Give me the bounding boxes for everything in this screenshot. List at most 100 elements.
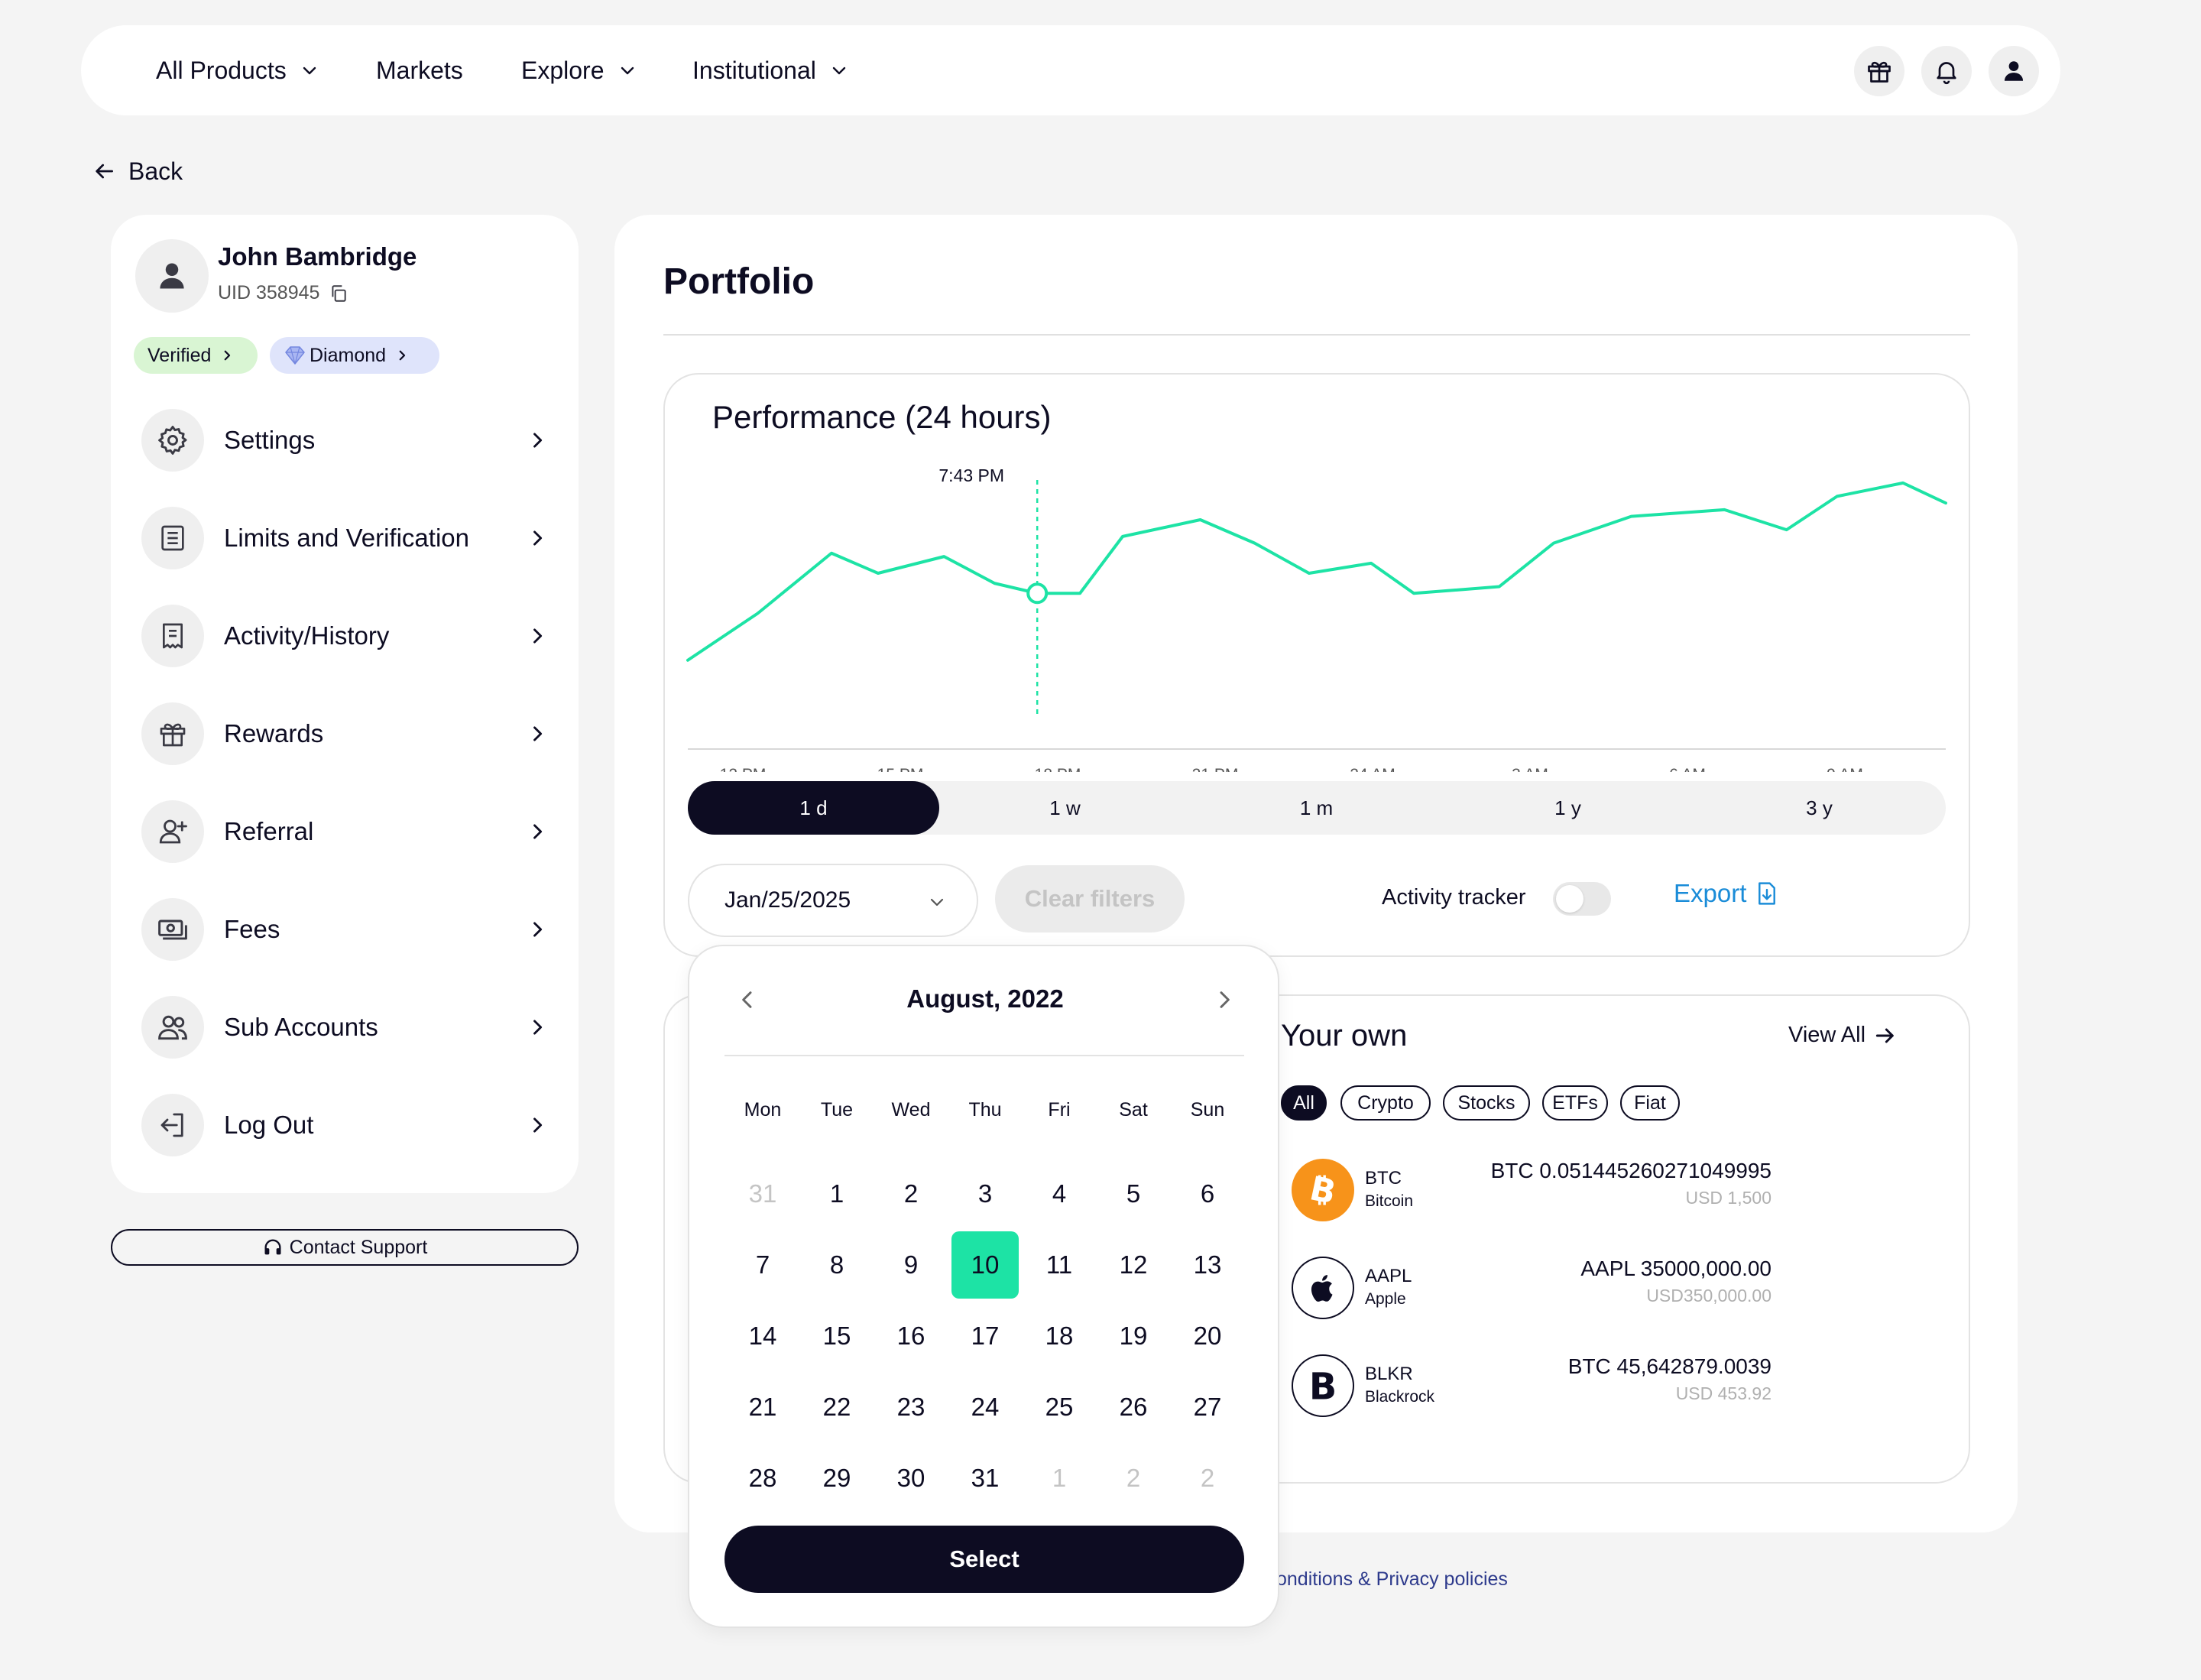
calendar-day[interactable]: 14	[748, 1322, 777, 1350]
calendar-day[interactable]: 8	[829, 1250, 844, 1279]
filter-stocks[interactable]: Stocks	[1443, 1085, 1530, 1121]
nav-all-products[interactable]: All Products	[156, 25, 319, 115]
calendar-day[interactable]: 18	[1045, 1322, 1074, 1350]
nav-markets[interactable]: Markets	[376, 25, 463, 115]
nav-explore[interactable]: Explore	[521, 25, 637, 115]
sidebar-item-settings[interactable]: Settings	[141, 409, 548, 472]
calendar-day[interactable]: 28	[748, 1464, 777, 1492]
calendar-day[interactable]: 31	[748, 1179, 777, 1208]
calendar-day[interactable]: 6	[1200, 1179, 1215, 1208]
back-link[interactable]: Back	[92, 153, 183, 190]
range-1w[interactable]: 1 w	[939, 781, 1191, 835]
diamond-icon	[285, 346, 305, 365]
asset-amount: BTC 0.051445260271049995	[1490, 1159, 1771, 1182]
select-date-button[interactable]: Select	[724, 1526, 1244, 1593]
calendar-day[interactable]: 2	[1200, 1464, 1215, 1492]
performance-chart[interactable]: 12 PM 15 PM 18 PM 21 PM 24 AM 3 AM 6 AM 9 AM 7:4…	[665, 375, 1972, 772]
range-1d[interactable]: 1 d	[688, 781, 939, 835]
chevron-right-icon	[1220, 991, 1230, 1008]
notifications-button[interactable]	[1921, 46, 1972, 96]
sidebar-item-referral[interactable]: Referral	[141, 800, 548, 863]
avatar[interactable]	[135, 239, 209, 313]
calendar-day[interactable]: 23	[896, 1393, 925, 1421]
range-1y[interactable]: 1 y	[1442, 781, 1694, 835]
calendar-day[interactable]: 15	[822, 1322, 851, 1350]
sidebar-item-limits[interactable]: Limits and Verification	[141, 507, 548, 569]
gift-button[interactable]	[1854, 46, 1904, 96]
user-uid-text: UID 358945	[218, 282, 320, 303]
calendar-day[interactable]: 16	[896, 1322, 925, 1350]
filter-crypto[interactable]: Crypto	[1340, 1085, 1431, 1121]
sidebar-item-rewards[interactable]: Rewards	[141, 702, 548, 765]
calendar-day[interactable]: 25	[1045, 1393, 1074, 1421]
filter-fiat[interactable]: Fiat	[1620, 1085, 1680, 1121]
sidebar-item-fees[interactable]: Fees	[141, 898, 548, 961]
calendar-day[interactable]: 1	[829, 1179, 844, 1208]
prev-month-button[interactable]	[732, 984, 763, 1015]
calendar-day[interactable]: 20	[1193, 1322, 1222, 1350]
profile-button[interactable]	[1989, 46, 2039, 96]
export-button[interactable]: Export	[1674, 879, 1778, 908]
user-icon	[160, 263, 184, 289]
range-label: 1 y	[1554, 796, 1581, 819]
calendar-day[interactable]: 3	[977, 1179, 993, 1208]
terms-privacy-link[interactable]: onditions & Privacy policies	[1276, 1568, 1508, 1590]
calendar-day[interactable]: 12	[1119, 1250, 1148, 1279]
calendar-day[interactable]: 5	[1126, 1179, 1141, 1208]
asset-usd-value: USD 453.92	[1675, 1383, 1771, 1403]
clear-filters-button[interactable]: Clear filters	[995, 865, 1185, 932]
holdings-title: Your own	[1281, 1019, 1408, 1052]
asset-row-btc[interactable]: B BTC Bitcoin BTC 0.051445260271049995 U…	[1292, 1159, 1771, 1223]
calendar-day[interactable]: 2	[903, 1179, 919, 1208]
filter-etfs[interactable]: ETFs	[1542, 1085, 1608, 1121]
calendar-day[interactable]: 29	[822, 1464, 851, 1492]
sidebar-item-logout[interactable]: Log Out	[141, 1094, 548, 1156]
calendar-day[interactable]: 19	[1119, 1322, 1148, 1350]
calendar-day[interactable]: 21	[748, 1393, 777, 1421]
calendar-day-selected[interactable]: 10	[951, 1231, 1019, 1299]
range-label: 3 y	[1806, 796, 1833, 819]
activity-tracker-toggle[interactable]	[1553, 882, 1611, 916]
calendar-day[interactable]: 9	[903, 1250, 919, 1279]
calendar-day[interactable]: 13	[1193, 1250, 1222, 1279]
range-3y[interactable]: 3 y	[1694, 781, 1945, 835]
user-name: John Bambridge	[218, 242, 417, 271]
calendar-day[interactable]: 2	[1126, 1464, 1141, 1492]
copy-icon[interactable]	[329, 284, 348, 303]
data-point	[992, 581, 997, 585]
view-all-link[interactable]: View All	[1788, 1023, 1898, 1048]
divider	[724, 1055, 1244, 1056]
verified-badge[interactable]: Verified	[134, 337, 258, 374]
calendar-day[interactable]: 22	[822, 1393, 851, 1421]
calendar-day[interactable]: 26	[1119, 1393, 1148, 1421]
contact-support-button[interactable]: Contact Support	[111, 1229, 579, 1266]
diamond-badge[interactable]: Diamond	[270, 337, 439, 374]
filter-label: ETFs	[1552, 1091, 1598, 1114]
date-select[interactable]: Jan/25/2025	[688, 864, 978, 937]
asset-row-blkr[interactable]: B BLKR Blackrock BTC 45,642879.0039 USD …	[1292, 1354, 1771, 1419]
calendar-day[interactable]: 1	[1052, 1464, 1067, 1492]
sidebar-item-activity[interactable]: Activity/History	[141, 605, 548, 667]
calendar-day[interactable]: 30	[896, 1464, 925, 1492]
calendar-day[interactable]: 27	[1193, 1393, 1222, 1421]
contact-support-label: Contact Support	[289, 1236, 428, 1258]
next-month-button[interactable]	[1209, 984, 1240, 1015]
data-point	[1629, 514, 1634, 519]
data-point	[1369, 561, 1373, 566]
user-uid: UID 358945	[218, 282, 348, 304]
calendar-day[interactable]: 7	[755, 1250, 770, 1279]
asset-name: Apple	[1365, 1290, 1406, 1308]
nav-explore-label: Explore	[521, 56, 605, 84]
filter-all[interactable]: All	[1281, 1085, 1327, 1121]
calendar-day[interactable]: 24	[971, 1393, 1000, 1421]
nav-institutional[interactable]: Institutional	[692, 25, 848, 115]
calendar-day[interactable]: 17	[971, 1322, 1000, 1350]
sidebar-item-sub-accounts[interactable]: Sub Accounts	[141, 996, 548, 1059]
range-1m[interactable]: 1 m	[1191, 781, 1442, 835]
asset-row-aapl[interactable]: AAPL Apple AAPL 35000,000.00 USD350,000.…	[1292, 1257, 1771, 1321]
calendar-day[interactable]: 11	[1045, 1250, 1073, 1279]
add-user-icon	[141, 800, 204, 863]
calendar-day[interactable]: 31	[971, 1464, 1000, 1492]
calendar-day[interactable]: 4	[1052, 1179, 1067, 1208]
hover-cursor-point[interactable]	[1026, 582, 1049, 605]
